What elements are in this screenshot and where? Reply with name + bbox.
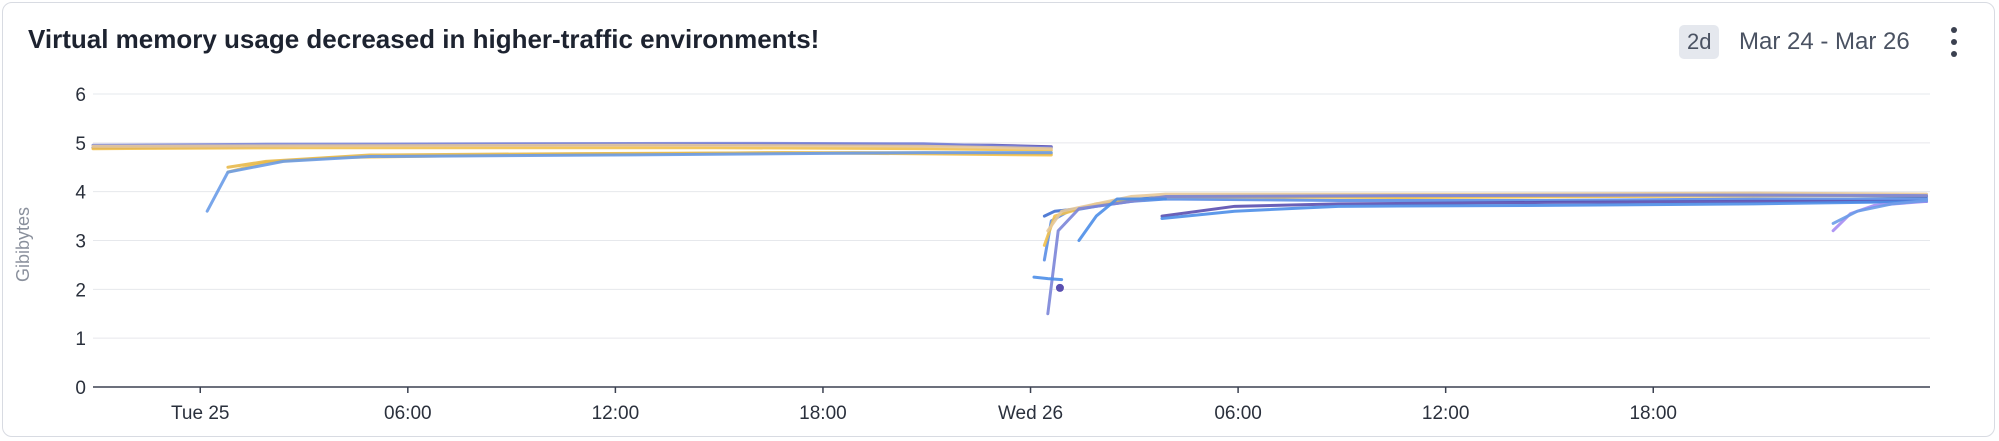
series-line [205, 151, 1053, 213]
y-tick-label: 0 [75, 378, 86, 399]
kebab-menu-icon[interactable] [1944, 24, 1964, 60]
y-axis-label: Gibibytes [13, 207, 33, 282]
x-tick-label: 12:00 [1422, 403, 1470, 424]
series-line [91, 143, 1053, 151]
series-line [1032, 275, 1064, 282]
time-range-badge[interactable]: 2d [1679, 25, 1720, 59]
chart-title: Virtual memory usage decreased in higher… [28, 24, 820, 54]
y-tick-label: 4 [75, 183, 86, 204]
x-tick-label: 06:00 [1214, 403, 1262, 424]
series-line [1077, 197, 1167, 242]
chart-grid [93, 93, 1930, 339]
x-axis-ticks: Tue 25 06:00 12:00 18:00 Wed 26 06:00 12:00 18:… [171, 387, 1677, 424]
y-tick-label: 2 [75, 280, 86, 301]
x-tick-label: 18:00 [799, 403, 847, 424]
series-line [1046, 191, 1929, 233]
series-point [1055, 283, 1064, 292]
series-line [1160, 199, 1929, 218]
y-tick-label: 1 [75, 329, 86, 350]
time-range-label[interactable]: Mar 24 - Mar 26 [1739, 28, 1910, 55]
x-tick-label: 06:00 [384, 403, 432, 424]
series-line [91, 146, 1053, 152]
y-tick-label: 5 [75, 134, 86, 155]
x-tick-label: 12:00 [592, 403, 640, 424]
series-line [91, 141, 1053, 150]
series-line [1831, 198, 1929, 225]
y-tick-label: 6 [75, 85, 86, 106]
y-tick-label: 3 [75, 232, 86, 253]
y-axis-ticks: 0 1 2 3 4 5 6 [75, 85, 86, 399]
x-tick-label: Wed 26 [998, 403, 1063, 424]
series-line [1042, 197, 1929, 262]
x-tick-label: Tue 25 [171, 403, 229, 424]
chart-series [91, 141, 1929, 316]
x-tick-label: 18:00 [1629, 403, 1677, 424]
series-line [1160, 199, 1929, 221]
series-line [1046, 193, 1929, 316]
